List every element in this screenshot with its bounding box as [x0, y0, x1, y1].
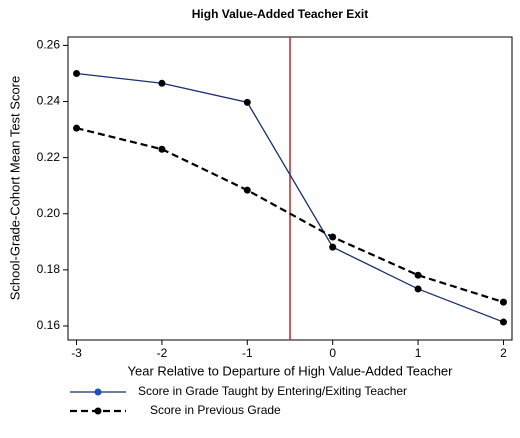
y-tick-label: 0.24: [37, 94, 61, 108]
legend-marker: [94, 388, 102, 396]
series-line: [76, 127, 504, 304]
y-axis-label: School-Grade-Cohort Mean Test Score: [7, 76, 22, 300]
y-tick-label: 0.22: [37, 150, 61, 164]
y-tick-label: 0.20: [37, 206, 61, 220]
x-tick-label: -3: [71, 346, 82, 360]
legend-label: Score in Grade Taught by Entering/Exitin…: [138, 384, 407, 398]
y-tick-label: 0.16: [37, 318, 61, 332]
legend-label: Score in Previous Grade: [150, 403, 281, 417]
x-tick-label: 2: [500, 346, 507, 360]
x-tick-label: -1: [242, 346, 253, 360]
data-point: [73, 69, 81, 77]
data-point: [329, 233, 337, 241]
x-tick-label: 1: [415, 346, 422, 360]
data-point: [499, 318, 507, 326]
data-point: [243, 186, 251, 194]
series-line: [76, 72, 504, 323]
legend-marker: [94, 407, 102, 415]
x-axis-label: Year Relative to Departure of High Value…: [128, 363, 454, 378]
data-point: [73, 124, 81, 132]
data-point: [158, 79, 166, 87]
x-tick-label: -2: [157, 346, 168, 360]
x-tick-label: 0: [329, 346, 336, 360]
chart-title: High Value-Added Teacher Exit: [192, 7, 368, 21]
data-point: [158, 145, 166, 153]
data-point: [329, 243, 337, 251]
y-tick-label: 0.26: [37, 38, 61, 52]
data-point: [414, 285, 422, 293]
y-tick-label: 0.18: [37, 262, 61, 276]
data-point: [243, 98, 251, 106]
data-point: [499, 298, 507, 306]
data-point: [414, 271, 422, 279]
